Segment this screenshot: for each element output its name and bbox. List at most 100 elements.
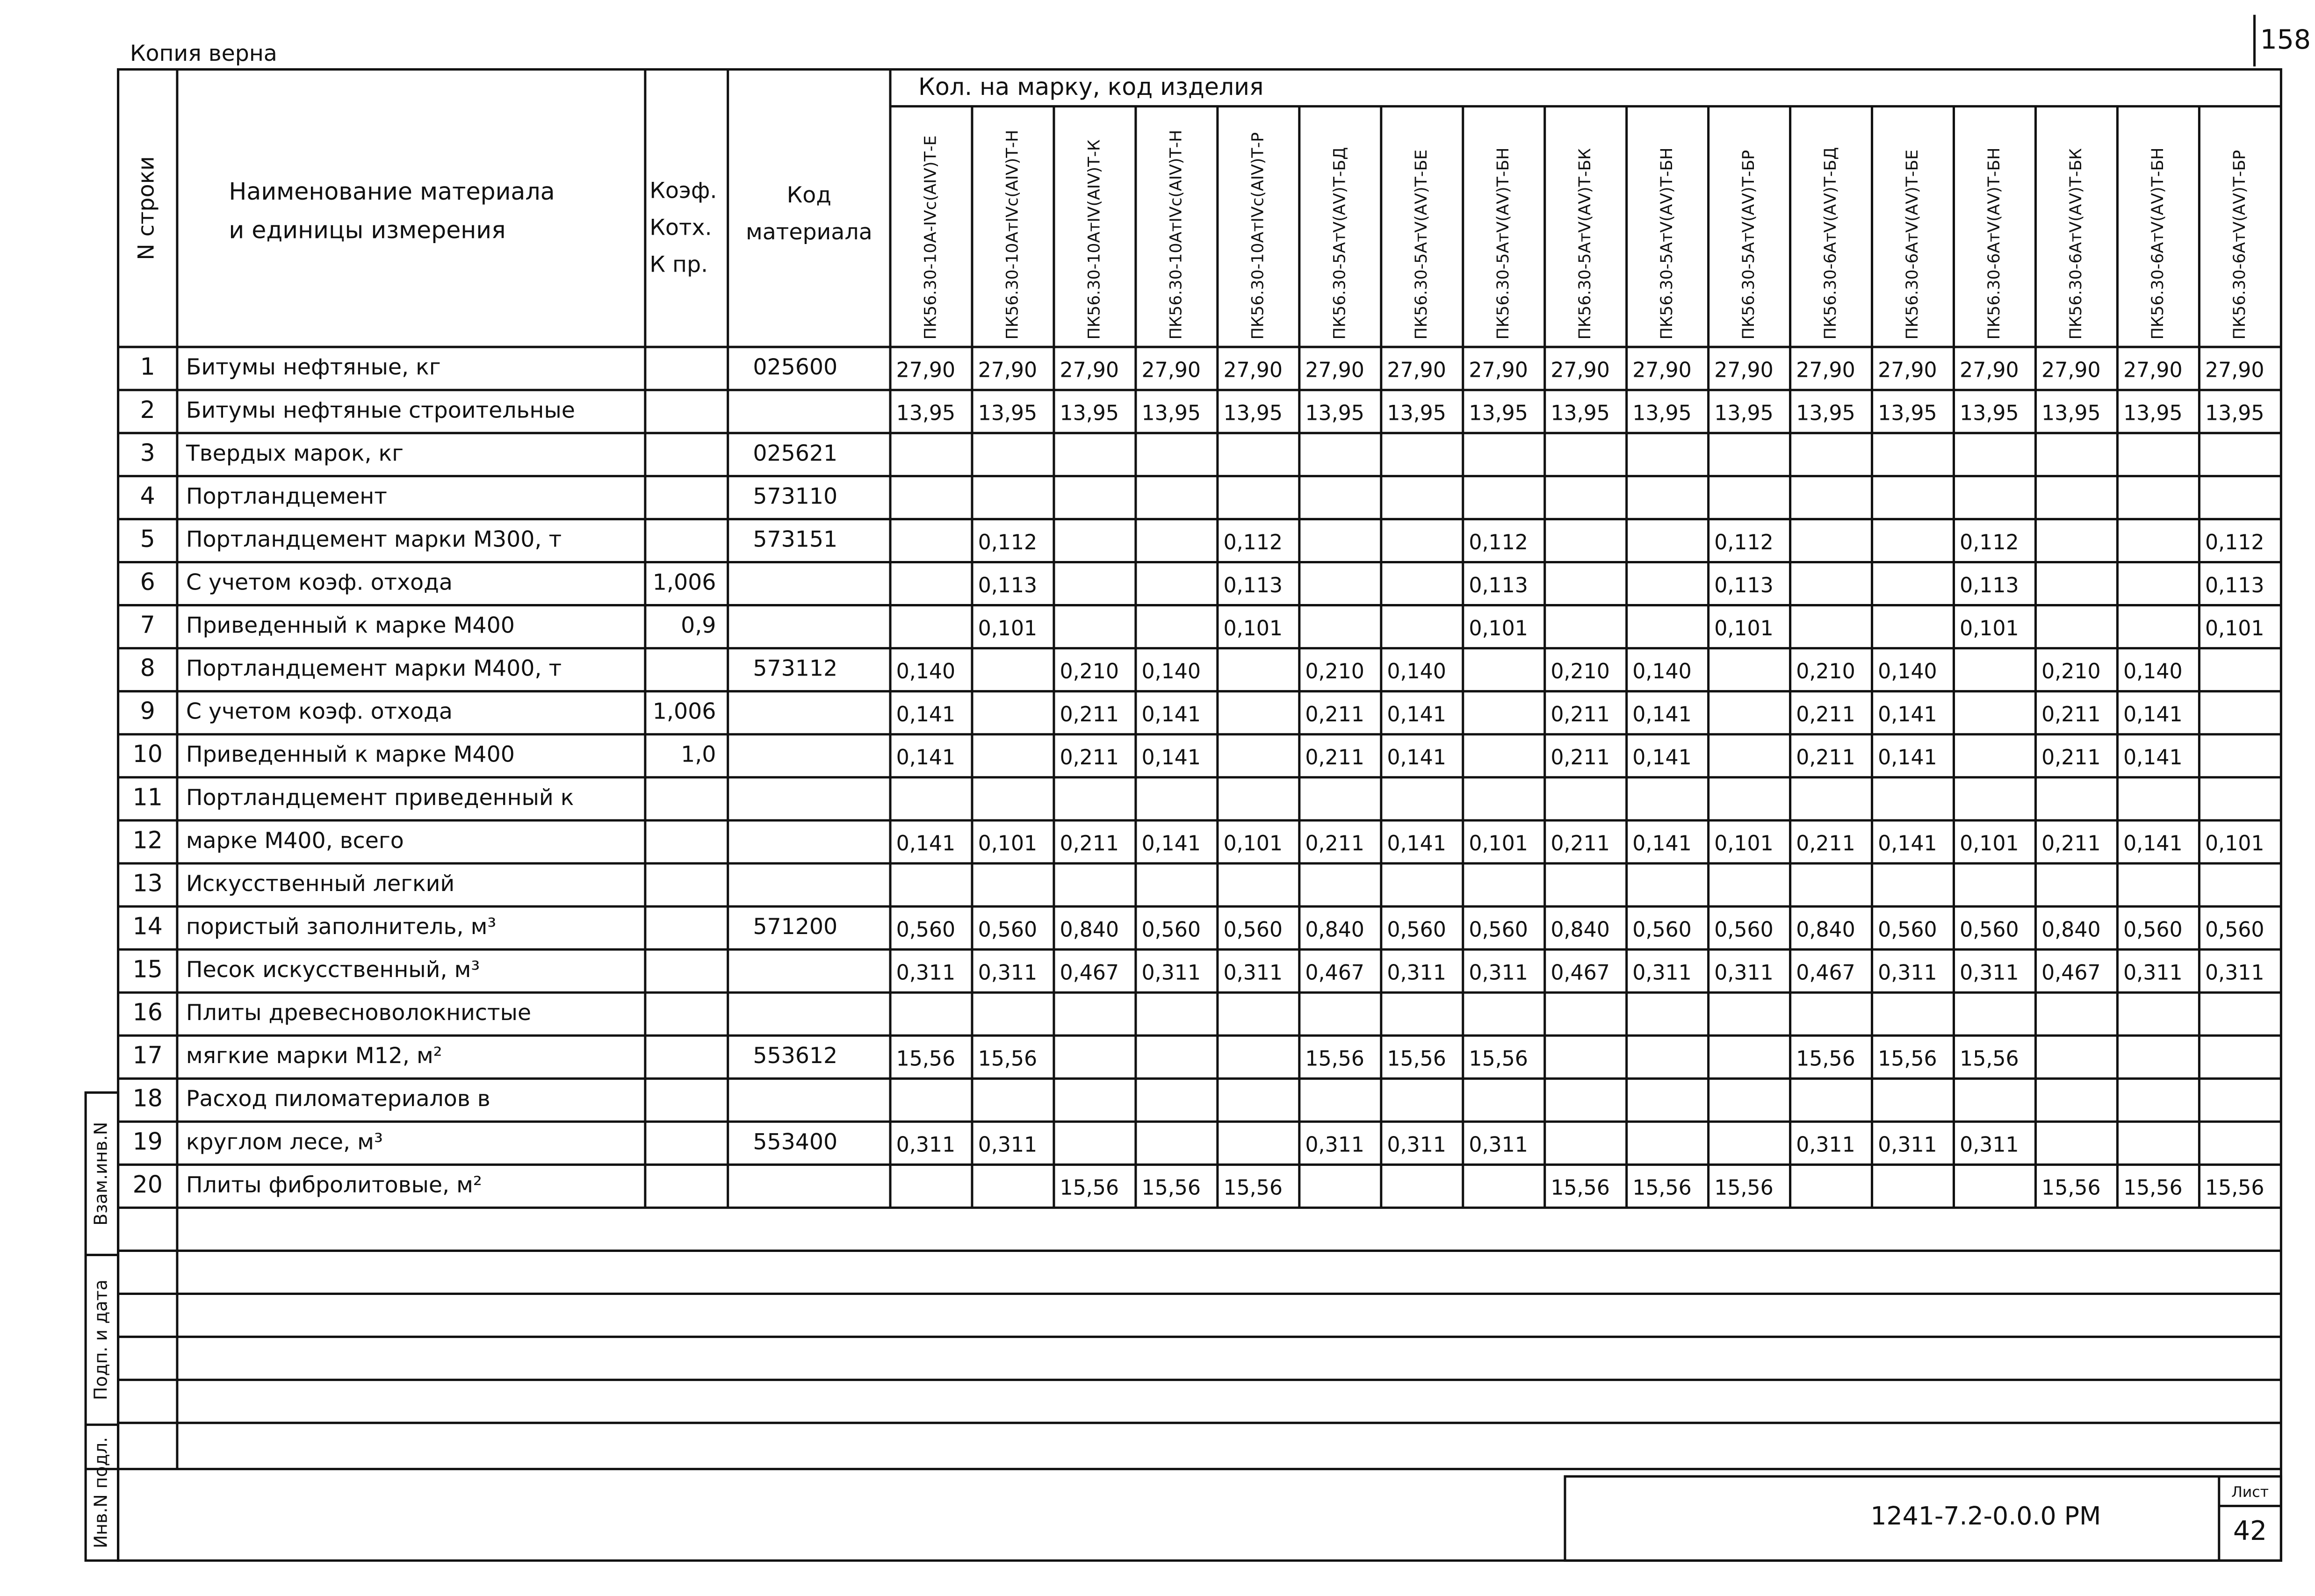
row-name: Портландцемент приведенный к bbox=[186, 785, 574, 811]
cell-value: 0,112 bbox=[1223, 531, 1282, 554]
col-coef: К пр. bbox=[649, 252, 708, 277]
cell-value: 0,101 bbox=[978, 617, 1037, 640]
product-header: ПК56.30-5АтV(АV)Т-БД bbox=[1330, 147, 1349, 340]
cell-value: 13,95 bbox=[1223, 402, 1282, 425]
cell-value: 15,56 bbox=[2123, 1176, 2182, 1200]
cell-value: 27,90 bbox=[1796, 359, 1855, 382]
cell-value: 0,560 bbox=[1142, 918, 1201, 942]
cell-value: 0,560 bbox=[978, 918, 1037, 942]
cell-value: 27,90 bbox=[1551, 359, 1609, 382]
cell-value: 27,90 bbox=[2123, 359, 2182, 382]
cell-value: 0,211 bbox=[1551, 746, 1609, 769]
cell-value: 15,56 bbox=[1878, 1047, 1937, 1071]
cell-value: 0,141 bbox=[1387, 832, 1446, 856]
cell-value: 0,211 bbox=[1796, 703, 1855, 726]
cell-value: 0,141 bbox=[2123, 746, 2182, 769]
row-name: Портландцемент марки М300, т bbox=[186, 526, 562, 552]
product-header: ПК56.30-6АтV(АV)Т-БК bbox=[2067, 148, 2085, 339]
row-no: 18 bbox=[133, 1085, 163, 1112]
margin-label: Взам.инв.N bbox=[90, 1122, 111, 1226]
cell-value: 15,56 bbox=[1551, 1176, 1609, 1200]
cell-value: 27,90 bbox=[1632, 359, 1691, 382]
cell-value: 0,211 bbox=[1551, 703, 1609, 726]
cell-value: 0,211 bbox=[1796, 746, 1855, 769]
row-code: 573112 bbox=[753, 656, 837, 682]
cell-value: 0,467 bbox=[1796, 961, 1855, 985]
cell-value: 0,311 bbox=[1469, 961, 1528, 985]
cell-value: 0,560 bbox=[1632, 918, 1691, 942]
cell-value: 0,467 bbox=[1060, 961, 1119, 985]
product-header: ПК56.30-10АтIV(АIV)Т-К bbox=[1085, 139, 1103, 339]
cell-value: 15,56 bbox=[1142, 1176, 1201, 1200]
cell-value: 0,311 bbox=[1878, 1133, 1937, 1157]
cell-value: 0,211 bbox=[1060, 832, 1119, 856]
col-row-no: N строки bbox=[134, 156, 159, 260]
cell-value: 15,56 bbox=[978, 1047, 1037, 1071]
cell-value: 0,840 bbox=[1060, 918, 1119, 942]
row-coef: 0,9 bbox=[681, 613, 716, 639]
product-header: ПК56.30-6АтV(АV)Т-БЕ bbox=[1903, 150, 1922, 340]
cell-value: 13,95 bbox=[978, 402, 1037, 425]
cell-value: 0,210 bbox=[1551, 660, 1609, 683]
margin-label: Подп. и дата bbox=[90, 1280, 111, 1400]
cell-value: 27,90 bbox=[1305, 359, 1364, 382]
cell-value: 0,211 bbox=[1551, 832, 1609, 856]
product-header: ПК56.30-5АтV(АV)Т-БН bbox=[1658, 148, 1676, 340]
product-header: ПК56.30-5АтV(АV)Т-БР bbox=[1739, 150, 1758, 340]
cell-value: 0,311 bbox=[1223, 961, 1282, 985]
cell-value: 0,101 bbox=[2205, 832, 2264, 856]
cell-value: 27,90 bbox=[1060, 359, 1119, 382]
cell-value: 0,113 bbox=[1469, 574, 1528, 597]
product-header: ПК56.30-10А-IVс(АIV)Т-Е bbox=[921, 136, 940, 340]
cell-value: 0,140 bbox=[1632, 660, 1691, 683]
row-no: 1 bbox=[140, 353, 155, 381]
cell-value: 0,141 bbox=[1632, 832, 1691, 856]
cell-value: 0,467 bbox=[1551, 961, 1609, 985]
row-no: 11 bbox=[133, 783, 163, 811]
cell-value: 0,140 bbox=[1142, 660, 1201, 683]
cell-value: 0,311 bbox=[1142, 961, 1201, 985]
cell-value: 0,101 bbox=[1469, 617, 1528, 640]
cell-value: 27,90 bbox=[1387, 359, 1446, 382]
product-header: ПК56.30-5АтV(АV)Т-БК bbox=[1576, 148, 1594, 339]
cell-value: 0,141 bbox=[1142, 703, 1201, 726]
cell-value: 0,560 bbox=[1469, 918, 1528, 942]
cell-value: 0,210 bbox=[1060, 660, 1119, 683]
row-name: Битумы нефтяные, кг bbox=[186, 354, 441, 380]
row-name: Искусственный легкий bbox=[186, 871, 454, 897]
cell-value: 27,90 bbox=[1142, 359, 1201, 382]
cell-value: 0,211 bbox=[1060, 746, 1119, 769]
cell-value: 0,311 bbox=[1632, 961, 1691, 985]
row-name: С учетом коэф. отхода bbox=[186, 570, 453, 596]
row-name: мягкие марки М12, м² bbox=[186, 1043, 442, 1069]
col-name: и единицы измерения bbox=[229, 216, 505, 244]
sheet-no: 42 bbox=[2233, 1516, 2267, 1546]
cell-value: 13,95 bbox=[896, 402, 955, 425]
row-coef: 1,0 bbox=[681, 742, 716, 768]
cell-value: 13,95 bbox=[1387, 402, 1446, 425]
cell-value: 0,467 bbox=[2041, 961, 2100, 985]
cell-value: 0,211 bbox=[1060, 703, 1119, 726]
cell-value: 15,56 bbox=[1960, 1047, 2019, 1071]
cell-value: 0,210 bbox=[2041, 660, 2100, 683]
cell-value: 15,56 bbox=[1305, 1047, 1364, 1071]
row-no: 8 bbox=[140, 654, 155, 682]
cell-value: 0,311 bbox=[978, 961, 1037, 985]
row-name: Твердых марок, кг bbox=[186, 440, 404, 466]
cell-value: 13,95 bbox=[1960, 402, 2019, 425]
table-frame bbox=[117, 68, 2282, 1562]
cell-value: 27,90 bbox=[2041, 359, 2100, 382]
cell-value: 0,101 bbox=[1714, 617, 1773, 640]
col-group: Кол. на марку, код изделия bbox=[918, 73, 1263, 101]
cell-value: 27,90 bbox=[1878, 359, 1937, 382]
cell-value: 0,141 bbox=[896, 832, 955, 856]
cell-value: 0,101 bbox=[1960, 832, 2019, 856]
cell-value: 13,95 bbox=[1714, 402, 1773, 425]
cell-value: 0,311 bbox=[1796, 1133, 1855, 1157]
cell-value: 0,311 bbox=[896, 1133, 955, 1157]
row-no: 12 bbox=[133, 826, 163, 854]
row-no: 7 bbox=[140, 611, 155, 639]
cell-value: 0,101 bbox=[1223, 832, 1282, 856]
row-name: Битумы нефтяные строительные bbox=[186, 397, 575, 423]
